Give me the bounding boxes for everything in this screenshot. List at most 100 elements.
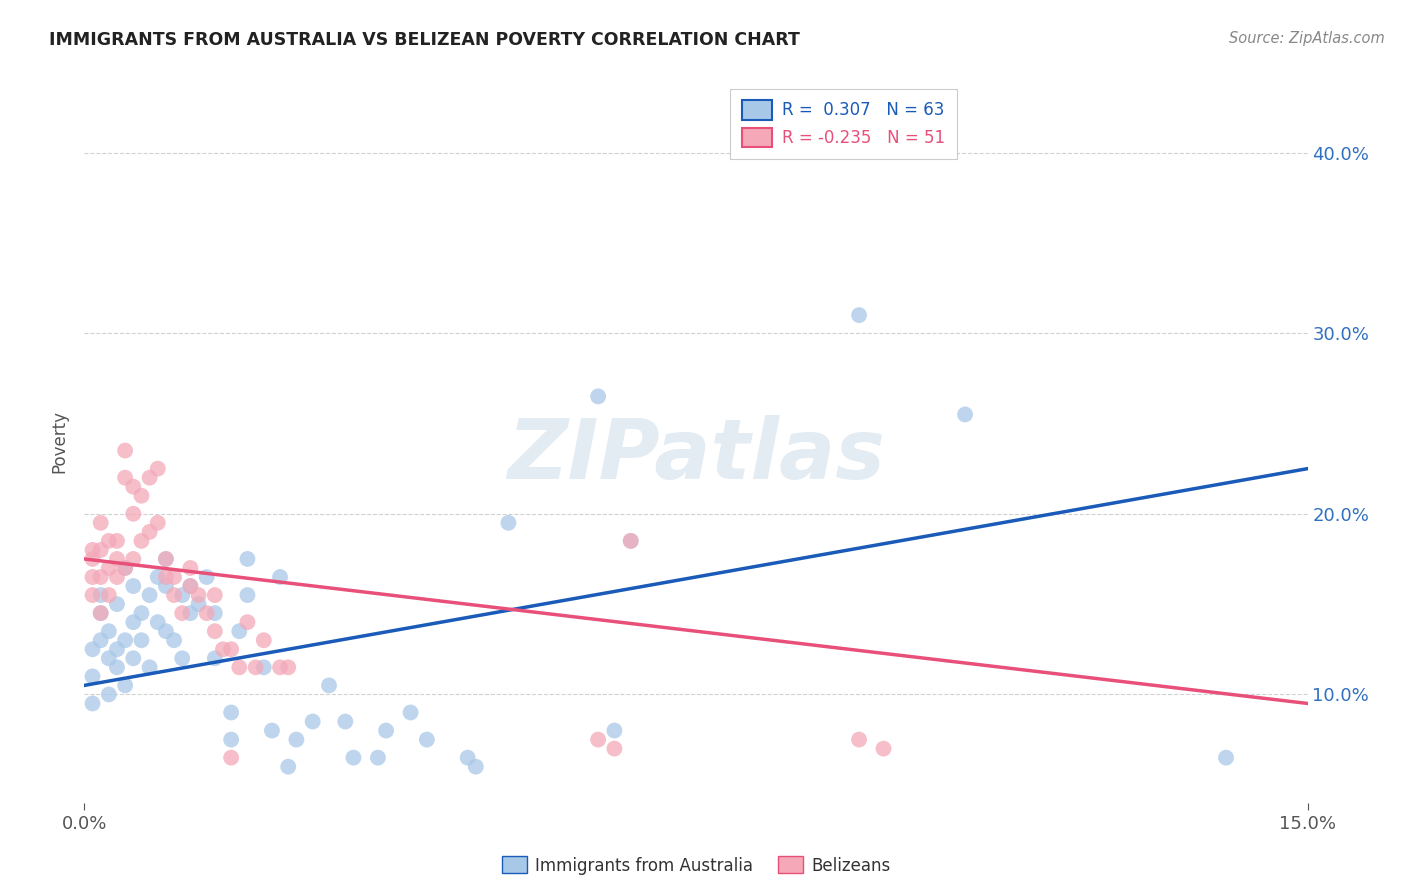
Point [301,714,323,729]
Y-axis label: Poverty: Poverty [51,410,69,473]
Point [138,660,160,674]
Point [122,480,145,494]
Point [172,651,194,665]
Point [260,723,283,738]
Point [179,579,201,593]
Point [82,588,104,602]
Point [245,660,267,674]
Point [498,516,520,530]
Point [236,552,259,566]
Point [219,642,242,657]
Point [155,624,177,639]
Point [90,570,112,584]
Point [155,552,177,566]
Point [114,561,136,575]
Point [114,471,136,485]
Point [603,741,626,756]
Point [131,633,153,648]
Point [114,561,136,575]
Point [457,750,479,764]
Text: IMMIGRANTS FROM AUSTRALIA VS BELIZEAN POVERTY CORRELATION CHART: IMMIGRANTS FROM AUSTRALIA VS BELIZEAN PO… [49,31,800,49]
Point [122,615,145,630]
Point [114,633,136,648]
Point [138,524,160,539]
Point [375,723,398,738]
Point [122,552,145,566]
Point [318,678,340,692]
Point [82,542,104,557]
Point [163,570,186,584]
Point [586,732,609,747]
Point [163,633,186,648]
Point [848,732,870,747]
Point [97,561,120,575]
Point [90,633,112,648]
Point [335,714,357,729]
Point [122,651,145,665]
Point [97,651,120,665]
Point [872,741,894,756]
Point [219,732,242,747]
Point [620,533,643,548]
Point [90,516,112,530]
Point [163,588,186,602]
Point [219,750,242,764]
Point [269,570,291,584]
Text: ZIPatlas: ZIPatlas [508,416,884,497]
Point [138,588,160,602]
Point [953,408,976,422]
Point [277,660,299,674]
Point [204,588,226,602]
Point [586,389,609,403]
Point [105,533,128,548]
Point [105,570,128,584]
Point [204,624,226,639]
Point [97,533,120,548]
Point [90,588,112,602]
Point [236,588,259,602]
Point [131,606,153,620]
Point [90,606,112,620]
Point [212,642,235,657]
Point [138,471,160,485]
Point [187,597,209,611]
Point [146,516,169,530]
Point [195,570,218,584]
Point [285,732,308,747]
Point [179,561,201,575]
Point [219,706,242,720]
Point [277,760,299,774]
Point [342,750,364,764]
Point [179,579,201,593]
Point [464,760,486,774]
Point [105,660,128,674]
Point [187,588,209,602]
Point [114,443,136,458]
Point [105,597,128,611]
Point [620,533,643,548]
Point [228,660,250,674]
Point [97,588,120,602]
Point [131,489,153,503]
Point [848,308,870,322]
Point [155,570,177,584]
Point [114,678,136,692]
Legend: Immigrants from Australia, Belizeans: Immigrants from Australia, Belizeans [495,850,897,881]
Point [236,615,259,630]
Point [172,588,194,602]
Point [82,642,104,657]
Point [146,570,169,584]
Point [97,687,120,701]
Point [253,660,276,674]
Point [105,552,128,566]
Point [195,606,218,620]
Point [90,606,112,620]
Point [82,669,104,683]
Point [82,552,104,566]
Point [122,507,145,521]
Point [399,706,422,720]
Point [122,579,145,593]
Point [146,615,169,630]
Point [204,651,226,665]
Point [131,533,153,548]
